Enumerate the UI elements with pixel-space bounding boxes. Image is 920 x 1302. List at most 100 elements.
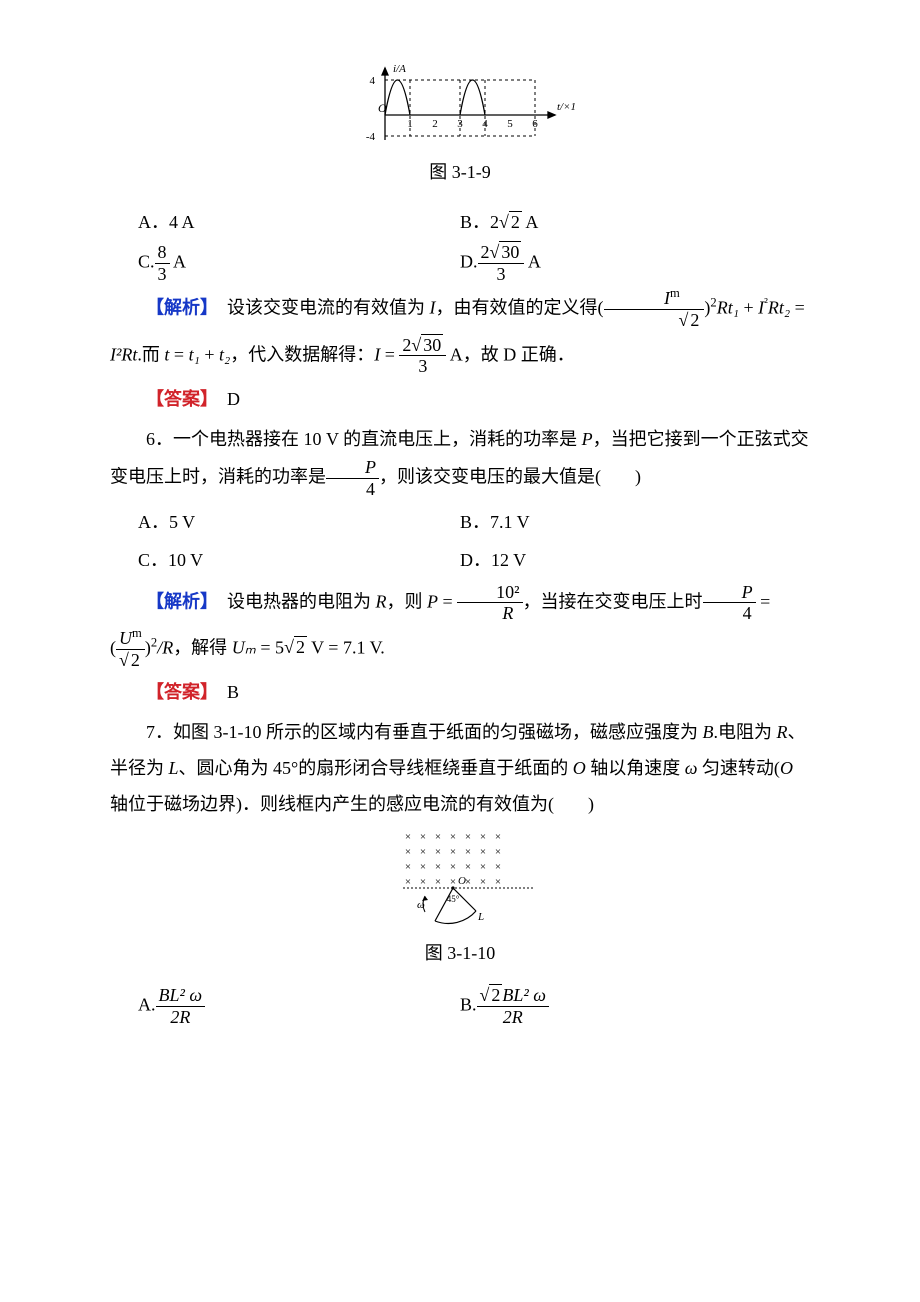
svg-text:×: × (495, 831, 501, 843)
q5-opt-c: C.83 A (110, 242, 460, 284)
q7-s1: 如图 3-1-10 所示的区域内有垂直于纸面的匀强磁场，磁感应强度为 (173, 722, 703, 742)
q5-opt-c-unit: A (170, 251, 187, 271)
svg-text:×: × (465, 831, 471, 843)
q7-stem: 7．如图 3-1-10 所示的区域内有垂直于纸面的匀强磁场，磁感应强度为 B.电… (110, 714, 810, 822)
svg-text:×: × (480, 846, 486, 858)
q5-a-seg1: 设该交变电流的有效值为 (227, 298, 425, 318)
figure-319-svg: 4 -4 1 2 3 4 5 6 O i/A t/×10⁻²s (345, 60, 575, 150)
xtick-3: 3 (457, 118, 463, 130)
svg-text:×: × (450, 831, 456, 843)
q7-opt-a: A.BL² ω2R (110, 985, 460, 1027)
q5-answer: 【答案】 D (110, 381, 810, 417)
fig3110-angle: 45° (447, 894, 460, 904)
svg-text:×: × (495, 876, 501, 888)
svg-text:×: × (420, 831, 426, 843)
q5-opt-c-prefix: C. (138, 251, 155, 271)
svg-text:×: × (435, 861, 441, 873)
q5-a2-eq2: = (380, 344, 399, 364)
q5-opt-d: D.2√303 A (460, 242, 810, 284)
q6-analysis-line2: (Um√2)2/R，解得 Uₘ = 5√2 V = 7.1 V. (110, 628, 810, 670)
q6-l2-slashR: /R (157, 637, 173, 657)
xtick-2: 2 (432, 118, 438, 130)
q5-a2-txt2: ，代入数据解得： (230, 344, 374, 364)
q5-a2-res-den: 3 (399, 356, 446, 377)
q5-opt-d-num-rad: 30 (499, 241, 521, 262)
q6-answer: 【答案】 B (110, 674, 810, 710)
q5-a2-txt1: .而 (137, 344, 164, 364)
svg-text:×: × (420, 846, 426, 858)
origin-label: O (378, 101, 387, 115)
q5-a2-t2: t₂ (219, 344, 230, 364)
q7-O: O (573, 758, 586, 778)
q6-a4: ，解得 (173, 637, 232, 657)
q5-opt-b-unit: A (522, 212, 539, 232)
svg-text:×: × (465, 861, 471, 873)
q5-opt-d-unit: A (524, 251, 541, 271)
q5-opt-d-num-coeff: 2 (481, 242, 490, 262)
svg-text:×: × (405, 846, 411, 858)
q6-opt-b: B．7.1 V (460, 504, 810, 540)
q7-a-prefix: A. (138, 995, 156, 1015)
q5-a-t1: t₁ (728, 298, 739, 318)
ytick-neg4: -4 (366, 131, 376, 143)
sqrt-icon: √2 (499, 204, 522, 240)
svg-text:×: × (435, 846, 441, 858)
q6-s3: ，则该交变电压的最大值是( (379, 466, 601, 486)
q5-a2-unit: A，故 D 正确． (446, 344, 575, 364)
q6-f2den: 4 (703, 603, 756, 624)
analysis-label: 【解析】 (146, 591, 209, 611)
q5-a-fden-rad: 2 (688, 309, 701, 330)
q5-opt-b: B．2√2 A (460, 204, 810, 240)
analysis-label: 【解析】 (146, 298, 209, 318)
q5-opt-a: A．4 A (110, 204, 460, 240)
q5-a-eq1: = (790, 298, 805, 318)
q6-f2num: P (703, 582, 756, 604)
q6-a3: ，当接在交变电压上时 (523, 591, 703, 611)
answer-label: 【答案】 (146, 389, 209, 409)
svg-text:×: × (435, 876, 441, 888)
q6-fden: 4 (326, 479, 379, 500)
q6-P: P (582, 429, 593, 449)
q5-a-fnum-sup: m (670, 286, 680, 300)
svg-text:×: × (405, 876, 411, 888)
q6-f3denrad: 2 (129, 649, 142, 670)
q6-R: R (376, 591, 387, 611)
q7-s7: 轴位于磁场边界)．则线框内产生的感应电流的有效值为( (110, 794, 554, 814)
q5-a-R2: R (768, 298, 779, 318)
q6-opt-d: D．12 V (460, 542, 810, 578)
q5-a2-res-coeff: 2 (402, 335, 411, 355)
q7-B: B (703, 722, 714, 742)
q5-opt-d-den: 3 (478, 264, 525, 285)
svg-text:×: × (450, 861, 456, 873)
q5-a2-t1: t₁ (189, 344, 200, 364)
q6-num: 6． (146, 429, 173, 449)
q7-s8: ) (588, 794, 594, 814)
q7-options-row1: A.BL² ω2R B.√2BL² ω2R (110, 985, 810, 1027)
q6-analysis: 【解析】 设电热器的电阻为 R，则 P = 10²R，当接在交变电压上时P4 = (110, 582, 810, 624)
q5-a-t2: t₂ (779, 298, 790, 318)
q5-options-row2: C.83 A D.2√303 A (110, 242, 810, 284)
xtick-5: 5 (507, 118, 513, 130)
svg-text:×: × (480, 861, 486, 873)
q6-a5: V = 7.1 V. (307, 637, 385, 657)
q5-opt-b-rad: 2 (509, 211, 522, 232)
figure-3110: ××××××× ××××××× ××××××× ××××××× O 45° L (110, 826, 810, 931)
q6-P2: P (427, 591, 438, 611)
svg-text:×: × (450, 876, 456, 888)
q5-opt-b-coeff: 2 (490, 212, 499, 232)
ytick-4: 4 (370, 75, 376, 87)
q5-analysis-line2: I²Rt.而 t = t₁ + t₂，代入数据解得：I = 2√303 A，故 … (110, 335, 810, 377)
q5-analysis: 【解析】 设该交变电流的有效值为 I，由有效值的定义得(Im√2)2Rt₁ + … (110, 288, 810, 330)
q6-Um: Uₘ (232, 637, 256, 657)
q5-options-row1: A．4 A B．2√2 A (110, 204, 810, 240)
q7-om: ω (685, 758, 698, 778)
q7-L: L (169, 758, 179, 778)
svg-text:×: × (405, 831, 411, 843)
q7-s2: .电阻为 (714, 722, 777, 742)
q7-s4: 、圆心角为 45°的扇形闭合导线框绕垂直于纸面的 (179, 758, 573, 778)
fig3110-O: O (458, 875, 466, 887)
q6-a2: ，则 (387, 591, 428, 611)
q6-f3numsup: m (132, 626, 142, 640)
svg-text:×: × (405, 861, 411, 873)
q6-s4: ) (635, 466, 641, 486)
